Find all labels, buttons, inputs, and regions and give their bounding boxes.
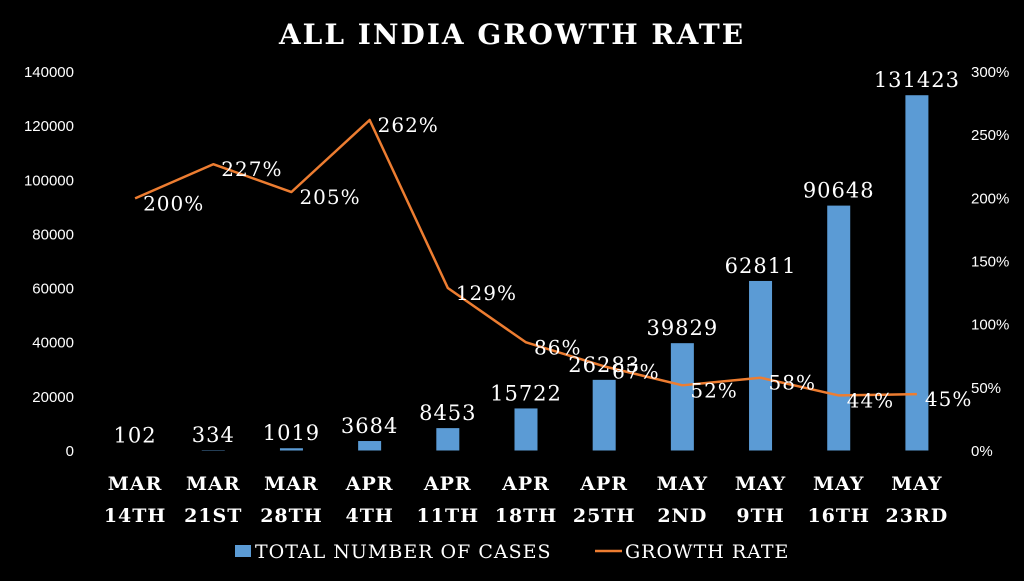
category-label-line: 25TH bbox=[573, 505, 636, 527]
category-label: APR 4TH bbox=[345, 473, 394, 527]
right-axis-tick-label: 100% bbox=[971, 317, 1009, 334]
left-axis-tick-label: 80000 bbox=[32, 226, 74, 243]
legend: TOTAL NUMBER OF CASES GROWTH RATE bbox=[235, 541, 789, 563]
category-label: MAR 28TH bbox=[260, 473, 323, 527]
category-label-line: MAY bbox=[891, 473, 942, 495]
right-axis-tick-label: 0% bbox=[971, 443, 993, 460]
category-label-line: 9TH bbox=[736, 505, 784, 527]
left-axis-tick-label: 40000 bbox=[32, 335, 74, 352]
category-label: MAY 9TH bbox=[735, 473, 786, 527]
bar-data-label: 8453 bbox=[419, 401, 476, 425]
category-label-line: MAR bbox=[264, 473, 319, 495]
bar-data-label: 39829 bbox=[646, 316, 718, 340]
category-label: MAR 14TH bbox=[104, 473, 167, 527]
bar-data-label: 334 bbox=[192, 423, 235, 447]
category-label-line: MAR bbox=[186, 473, 241, 495]
category-label-line: MAY bbox=[657, 473, 708, 495]
bar-total-cases bbox=[827, 206, 850, 451]
category-label-line: 14TH bbox=[104, 505, 167, 527]
right-axis-tick-label: 150% bbox=[971, 254, 1009, 271]
bar-data-label: 1019 bbox=[263, 421, 320, 445]
legend-label-growth-rate: GROWTH RATE bbox=[625, 541, 789, 563]
right-axis-tick-label: 250% bbox=[971, 127, 1009, 144]
line-data-label: 67% bbox=[612, 359, 659, 383]
line-data-label: 227% bbox=[221, 157, 282, 181]
category-label-line: 21ST bbox=[184, 505, 242, 527]
category-label: MAR 21ST bbox=[184, 473, 242, 527]
line-data-label: 262% bbox=[378, 113, 439, 137]
category-label: MAY 16TH bbox=[807, 473, 870, 527]
line-data-label: 45% bbox=[925, 387, 972, 411]
bar-data-label: 62811 bbox=[725, 254, 797, 278]
line-data-label: 52% bbox=[690, 378, 737, 402]
category-label-line: 23RD bbox=[886, 505, 949, 527]
category-label-line: APR bbox=[423, 473, 472, 495]
left-y-axis: 0 20000 40000 60000 80000 100000 120000 140000 bbox=[24, 64, 74, 460]
bar-total-cases bbox=[358, 441, 381, 451]
line-data-label: 205% bbox=[299, 185, 360, 209]
left-axis-tick-label: 20000 bbox=[32, 389, 74, 406]
line-data-label: 44% bbox=[847, 388, 894, 412]
category-label-line: APR bbox=[579, 473, 628, 495]
bar-data-label: 131423 bbox=[874, 68, 960, 92]
category-label: APR 25TH bbox=[573, 473, 636, 527]
bar-total-cases bbox=[749, 281, 772, 451]
line-data-label: 58% bbox=[769, 371, 816, 395]
bar-total-cases bbox=[515, 408, 538, 451]
category-label-line: 11TH bbox=[417, 505, 480, 527]
right-axis-tick-label: 300% bbox=[971, 64, 1009, 81]
category-label-line: 28TH bbox=[260, 505, 323, 527]
category-label-line: APR bbox=[345, 473, 394, 495]
left-axis-tick-label: 0 bbox=[66, 443, 74, 460]
bar-data-label: 90648 bbox=[803, 179, 875, 203]
category-label: APR 18TH bbox=[495, 473, 558, 527]
category-label-line: 2ND bbox=[657, 505, 707, 527]
left-axis-tick-label: 140000 bbox=[24, 64, 74, 81]
category-label-line: 16TH bbox=[807, 505, 870, 527]
bar-total-cases bbox=[593, 380, 616, 451]
left-axis-tick-label: 120000 bbox=[24, 118, 74, 135]
category-label: MAY 2ND bbox=[657, 473, 708, 527]
right-axis-tick-label: 50% bbox=[971, 380, 1001, 397]
x-axis-category-labels: MAR 14TH MAR 21ST MAR 28TH APR 4TH APR 11TH APR 18T… bbox=[104, 473, 948, 527]
right-y-axis: 0% 50% 100% 150% 200% 250% 300% bbox=[971, 64, 1009, 460]
line-data-label: 200% bbox=[143, 191, 204, 215]
category-label-line: MAY bbox=[813, 473, 864, 495]
bar-total-cases bbox=[436, 428, 459, 451]
chart-title: ALL INDIA GROWTH RATE bbox=[278, 18, 745, 51]
category-label: APR 11TH bbox=[417, 473, 480, 527]
line-data-label: 86% bbox=[534, 335, 581, 359]
category-label-line: 4TH bbox=[345, 505, 393, 527]
left-axis-tick-label: 100000 bbox=[24, 172, 74, 189]
bar-data-label: 102 bbox=[114, 424, 157, 448]
bar-data-label: 3684 bbox=[341, 414, 398, 438]
line-data-label: 129% bbox=[456, 281, 517, 305]
legend-swatch-total-cases bbox=[235, 545, 251, 557]
category-label: MAY 23RD bbox=[886, 473, 949, 527]
category-label-line: APR bbox=[501, 473, 550, 495]
bar-data-label: 15722 bbox=[490, 381, 562, 405]
left-axis-tick-label: 60000 bbox=[32, 281, 74, 298]
category-label-line: MAR bbox=[108, 473, 163, 495]
legend-label-total-cases: TOTAL NUMBER OF CASES bbox=[255, 541, 552, 563]
category-label-line: 18TH bbox=[495, 505, 558, 527]
right-axis-tick-label: 200% bbox=[971, 190, 1009, 207]
category-label-line: MAY bbox=[735, 473, 786, 495]
